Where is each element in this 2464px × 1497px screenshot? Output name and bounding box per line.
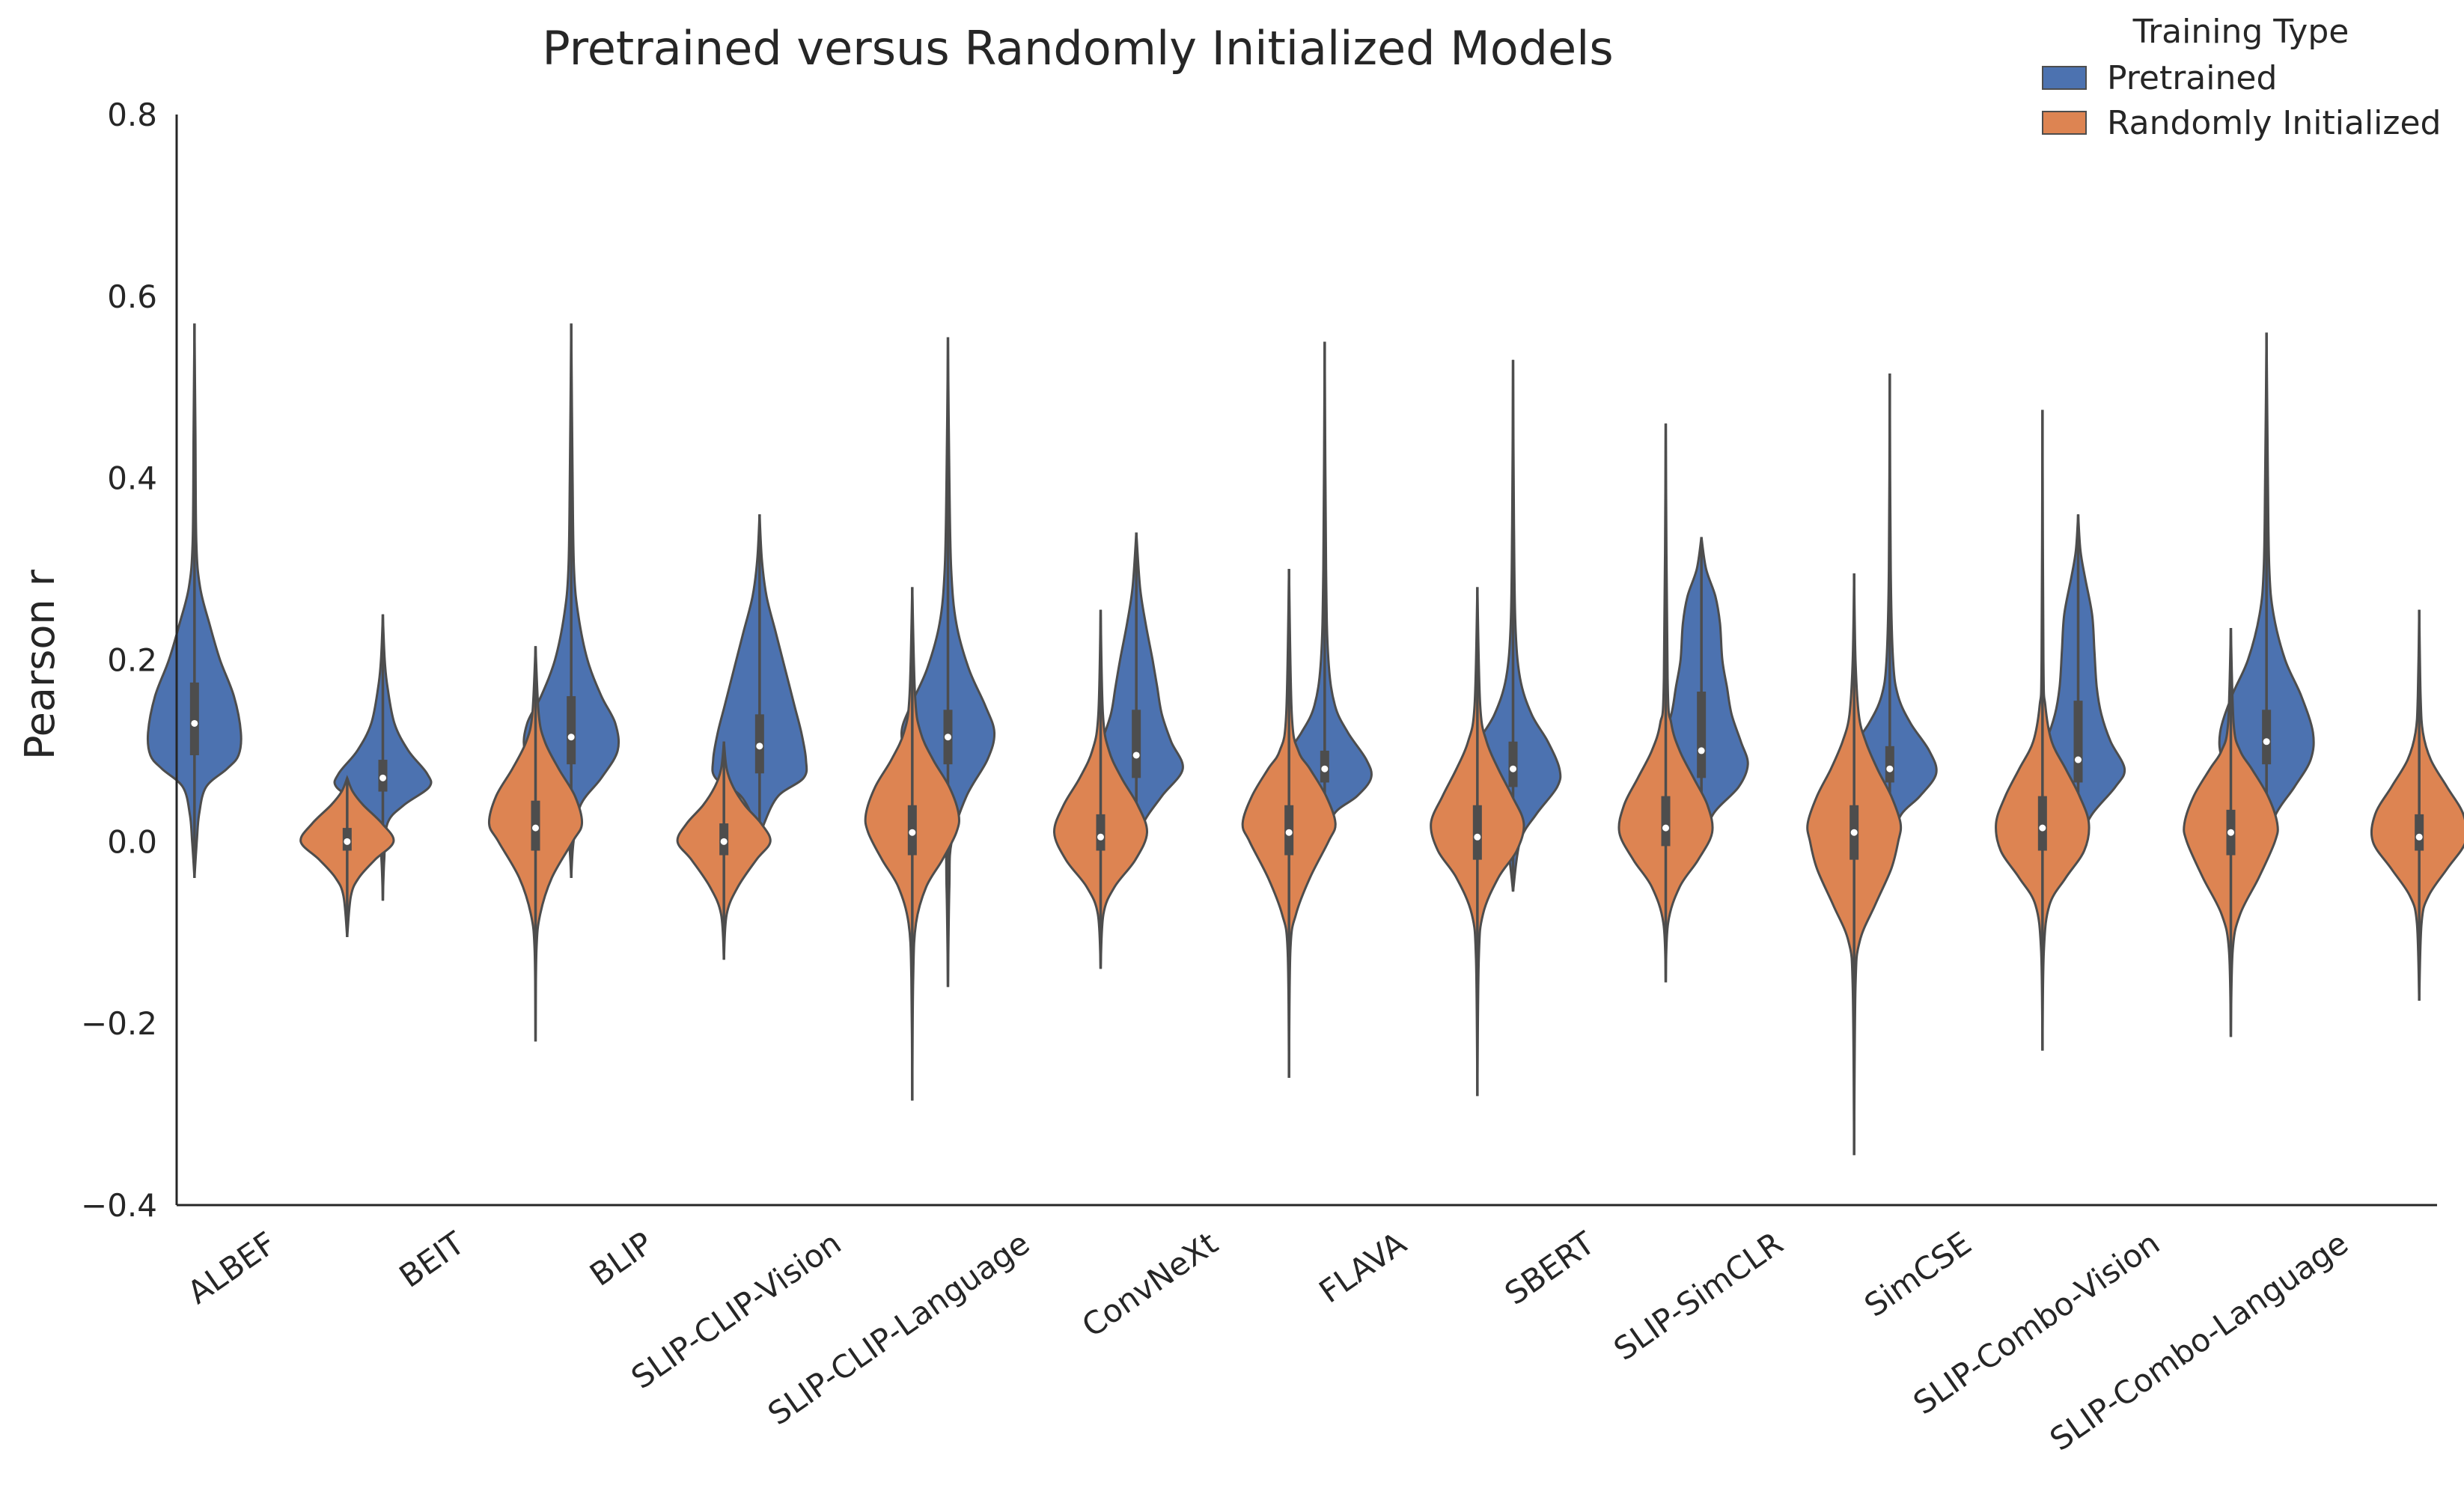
- violin-group: [299, 775, 395, 937]
- violin-group: [1806, 573, 1903, 1156]
- violin-median-dot: [1698, 747, 1705, 754]
- violin-group: [1241, 569, 1337, 1079]
- violin-median-dot: [945, 734, 951, 741]
- violin-median-dot: [1097, 833, 1104, 841]
- violin-iqr-box: [1508, 741, 1518, 787]
- violin-layer: [146, 323, 2464, 1156]
- violin-median-dot: [2075, 756, 2082, 763]
- violin-iqr-box: [1661, 796, 1671, 847]
- violin-iqr-box: [1096, 814, 1106, 851]
- violin-iqr-box: [1885, 746, 1894, 783]
- violin-iqr-box: [2262, 710, 2272, 765]
- violin-group: [2370, 609, 2464, 1001]
- violin-median-dot: [1662, 824, 1669, 832]
- violin-iqr-box: [1132, 710, 1141, 778]
- chart-title: Pretrained versus Randomly Initialized M…: [542, 21, 1613, 76]
- violin-body: [2370, 609, 2464, 1001]
- y-tick-label: 0.8: [107, 97, 157, 133]
- violin-group: [1052, 609, 1149, 969]
- violin-group: [1995, 409, 2091, 1051]
- violin-iqr-box: [2073, 701, 2083, 783]
- legend-title: Training Type: [2132, 13, 2349, 51]
- violin-median-dot: [1850, 829, 1858, 836]
- violin-median-dot: [2039, 824, 2046, 832]
- violin-median-dot: [2227, 829, 2234, 836]
- violin-group: [1430, 587, 1525, 1097]
- violin-median-dot: [1510, 765, 1516, 772]
- legend-entry-label: Randomly Initialized: [2107, 104, 2442, 142]
- violin-group: [2183, 627, 2279, 1037]
- legend-swatch: [2042, 66, 2087, 90]
- violin-iqr-box: [567, 696, 576, 765]
- violin-median-dot: [720, 838, 728, 845]
- violin-group: [711, 514, 808, 847]
- legend: Training Type Pretrained Randomly Initial…: [2042, 13, 2442, 142]
- legend-entry-label: Pretrained: [2107, 59, 2277, 97]
- violin-median-dot: [756, 743, 763, 750]
- violin-group: [864, 587, 960, 1101]
- axes: [175, 115, 2437, 1207]
- violin-median-dot: [191, 719, 198, 727]
- legend-swatch: [2042, 111, 2087, 135]
- violin-median-dot: [2263, 738, 2270, 746]
- violin-median-dot: [2415, 833, 2423, 841]
- violin-median-dot: [567, 734, 575, 741]
- violin-group: [676, 741, 772, 960]
- violin-median-dot: [909, 829, 916, 836]
- violin-group: [487, 646, 584, 1042]
- y-axis-label: Pearson r: [16, 569, 64, 760]
- violin-median-dot: [379, 774, 386, 781]
- violin-group: [2218, 332, 2315, 850]
- violin-median-dot: [532, 824, 539, 832]
- violin-iqr-box: [189, 682, 199, 755]
- y-tick-label: −0.4: [81, 1187, 157, 1224]
- violin-median-dot: [344, 838, 351, 845]
- violin-median-dot: [1285, 829, 1293, 836]
- violin-iqr-box: [1472, 805, 1482, 860]
- violin-iqr-box: [2037, 796, 2047, 851]
- y-tick-label: 0.0: [107, 823, 157, 860]
- y-tick-label: −0.2: [81, 1005, 157, 1042]
- violin-median-dot: [1886, 765, 1894, 772]
- y-tick-label: 0.4: [107, 460, 157, 497]
- violin-iqr-box: [2415, 814, 2424, 851]
- violin-median-dot: [1321, 765, 1329, 772]
- violin-median-dot: [1132, 751, 1140, 759]
- violin-group: [146, 323, 243, 878]
- violin-median-dot: [1474, 833, 1481, 841]
- y-tick-label: 0.6: [107, 278, 157, 315]
- violin-group: [1617, 423, 1714, 983]
- violin-iqr-box: [1697, 691, 1707, 778]
- y-tick-label: 0.2: [107, 642, 157, 679]
